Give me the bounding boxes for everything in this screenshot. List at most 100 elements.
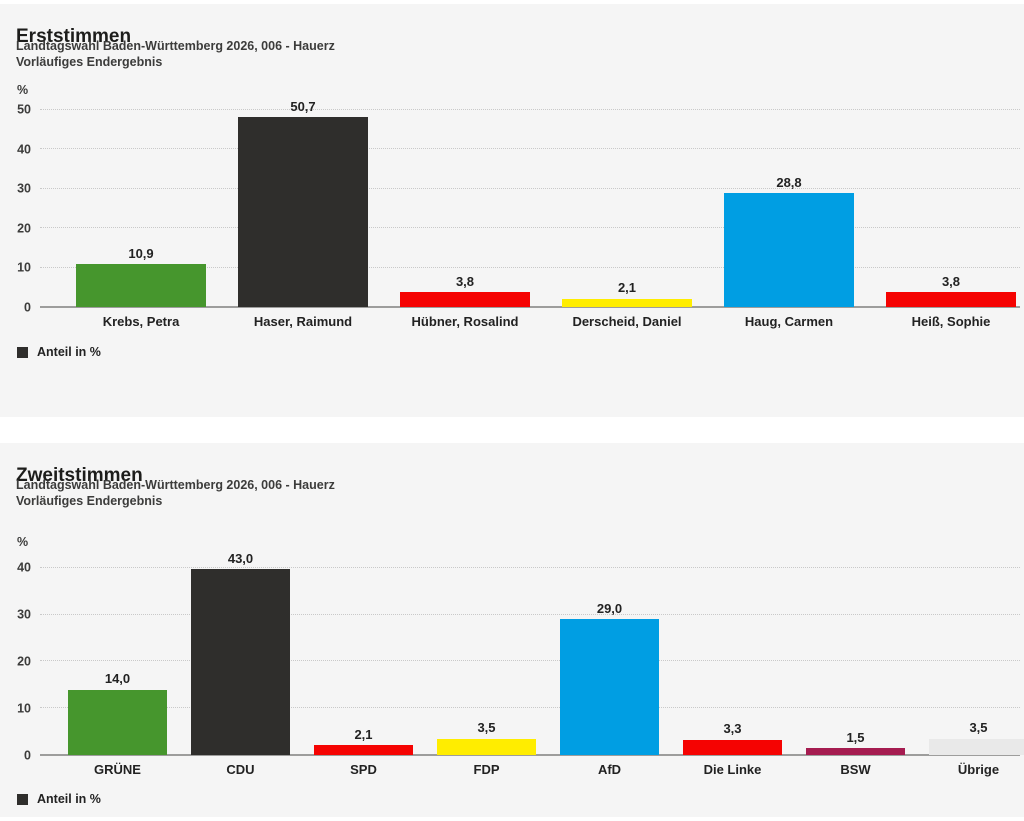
x-axis-label: GRÜNE [94, 762, 141, 777]
gridline [40, 187, 1020, 189]
bar-value-label: 43,0 [227, 551, 254, 566]
gridline [40, 266, 1020, 268]
chart-status-line: Vorläufiges Endergebnis [16, 55, 163, 69]
gridline [40, 660, 1020, 662]
plot-area: 0 10 20 30 40 14,0 43,0 2,1 3,5 29,0 3,3 1,5 3,5 [17, 551, 1024, 761]
bar-derscheid-daniel [562, 298, 692, 307]
y-tick-label: 0 [24, 747, 31, 762]
bar-slot: 43,0 [179, 551, 302, 755]
bar-value-label: 2,1 [354, 726, 373, 742]
bar-bsw [806, 747, 905, 755]
legend: Anteil in % [17, 792, 101, 806]
plot-area: 0 10 20 30 40 50 10,9 50,7 3,8 2,1 28,8 3,8 [17, 99, 1020, 313]
legend: Anteil in % [17, 345, 101, 359]
y-tick-label: 50 [17, 102, 31, 117]
y-tick-label: 30 [17, 607, 31, 622]
x-axis-label: Haug, Carmen [744, 314, 834, 329]
y-tick-label: 30 [17, 181, 31, 196]
erststimmen-chart-panel: Erststimmen Landtagswahl Baden-Württembe… [0, 4, 1024, 417]
chart-title: Erststimmen [16, 25, 132, 47]
bar-slot: 50,7 [222, 99, 384, 307]
bar-value-label: 10,9 [128, 245, 154, 261]
bar-value-label: 2,1 [617, 280, 637, 296]
bar-value-label: 14,0 [104, 671, 131, 687]
x-axis-label: Derscheid, Daniel [572, 314, 682, 329]
chart-subtitle: Landtagswahl Baden-Württemberg 2026, 006… [16, 478, 335, 492]
chart-status-line: Vorläufiges Endergebnis [16, 494, 163, 508]
x-axis-label: AfD [597, 762, 622, 777]
bar-fdp [437, 738, 536, 755]
bar-value-label: 29,0 [596, 601, 623, 617]
bar-cdu [191, 569, 290, 755]
zweitstimmen-chart-panel: Zweitstimmen Landtagswahl Baden-Württemb… [0, 443, 1024, 817]
chart-title: Zweitstimmen [16, 464, 143, 486]
x-axis-label: Krebs, Petra [102, 314, 180, 329]
y-tick-label: 0 [24, 299, 31, 314]
gridline [40, 707, 1020, 709]
bar-slot: 28,8 [708, 100, 870, 307]
bar-value-label: 3,3 [723, 721, 742, 737]
y-axis-unit-label: % [17, 83, 29, 97]
bar-slot: 3,8 [870, 100, 1024, 307]
y-tick-label: 20 [17, 220, 31, 235]
bar-value-label: 3,5 [477, 720, 496, 736]
bar-value-label: 1,5 [846, 729, 865, 745]
x-axis-label: Haser, Raimund [253, 314, 353, 329]
bar-heiß-sophie [886, 292, 1016, 307]
bar-afd [560, 619, 659, 755]
bars-row: 14,0 43,0 2,1 3,5 29,0 3,3 1,5 3,5 [40, 551, 1024, 755]
x-axis-label: Hübner, Rosalind [411, 314, 519, 329]
gridline [40, 108, 1020, 110]
x-axis-label: BSW [840, 762, 871, 777]
bar-hübner-rosalind [400, 292, 530, 307]
bar-krebs-petra [76, 264, 206, 307]
x-axis-line [40, 754, 1020, 756]
x-axis-label: SPD [350, 762, 377, 777]
gridline [40, 566, 1020, 568]
bar-übrige [929, 738, 1024, 755]
x-axis-labels: GRÜNE CDU SPD FDP AfD Die Linke BSW Übrige [40, 762, 1020, 777]
gridline [40, 227, 1020, 229]
bar-spd [314, 745, 413, 755]
legend-swatch [17, 793, 28, 805]
bar-value-label: 3,8 [455, 273, 475, 289]
legend-label: Anteil in % [37, 792, 101, 806]
y-tick-label: 20 [17, 654, 31, 669]
gridline [40, 613, 1020, 615]
bar-slot: 3,5 [917, 552, 1024, 755]
legend-label: Anteil in % [37, 345, 101, 359]
x-axis-label: Die Linke [703, 762, 762, 777]
bar-slot: 29,0 [548, 552, 671, 755]
x-axis-label: CDU [226, 762, 255, 777]
gridline [40, 148, 1020, 150]
bar-value-label: 3,5 [969, 720, 988, 736]
bar-slot: 1,5 [794, 552, 917, 755]
bar-slot: 2,1 [546, 100, 708, 307]
bar-value-label: 3,8 [941, 273, 961, 289]
x-axis-line [40, 306, 1020, 308]
bar-die-linke [683, 739, 782, 755]
bar-slot: 14,0 [56, 552, 179, 755]
x-axis-label: Heiß, Sophie [911, 314, 991, 329]
chart-subtitle: Landtagswahl Baden-Württemberg 2026, 006… [16, 39, 335, 53]
bar-slot: 2,1 [302, 552, 425, 755]
y-tick-label: 10 [17, 260, 31, 275]
y-axis-unit-label: % [17, 535, 29, 549]
bar-slot: 3,5 [425, 552, 548, 755]
x-axis-label: Übrige [957, 762, 1000, 777]
y-tick-label: 10 [17, 700, 31, 715]
bar-value-label: 50,7 [290, 99, 316, 114]
bar-haug-carmen [724, 193, 854, 307]
y-tick-label: 40 [17, 560, 31, 575]
bar-value-label: 28,8 [776, 175, 802, 191]
bar-slot: 3,8 [384, 100, 546, 307]
bar-grüne [68, 689, 167, 755]
bars-row: 10,9 50,7 3,8 2,1 28,8 3,8 [40, 99, 1020, 307]
x-axis-labels: Krebs, Petra Haser, Raimund Hübner, Rosali… [40, 314, 1020, 329]
legend-swatch [17, 346, 28, 358]
x-axis-label: FDP [473, 762, 500, 777]
bar-slot: 10,9 [60, 100, 222, 307]
bar-haser-raimund [238, 117, 368, 307]
y-tick-label: 40 [17, 142, 31, 157]
bar-slot: 3,3 [671, 552, 794, 755]
